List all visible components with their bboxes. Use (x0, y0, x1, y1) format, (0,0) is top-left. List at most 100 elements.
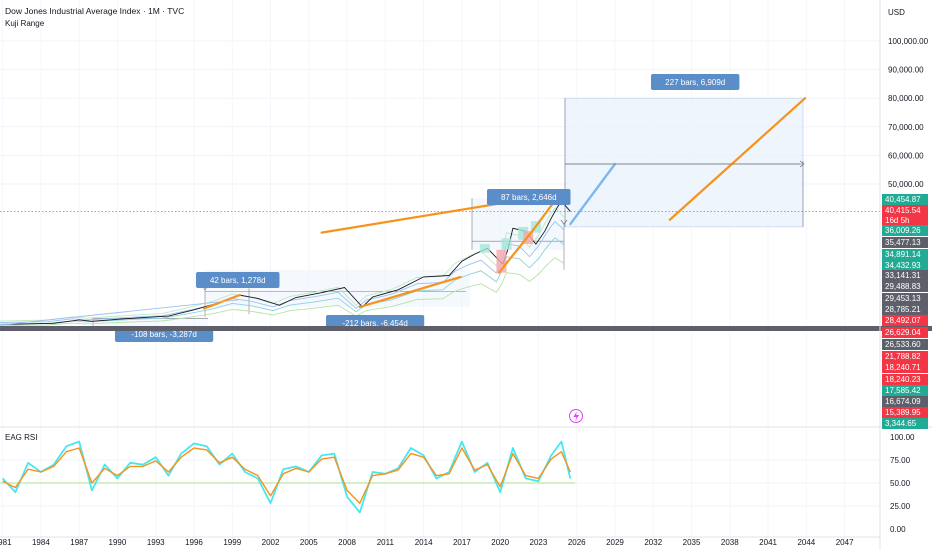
x-tick-label: 1993 (147, 538, 165, 547)
measure-label-bg (651, 74, 740, 90)
measure-label-bg (487, 189, 571, 205)
price-tag-bg (882, 225, 928, 236)
highlight-bar (479, 244, 490, 253)
blue-projection-line (569, 162, 617, 226)
rsi-signal-line (2, 447, 571, 504)
price-tag-bg (882, 418, 928, 429)
rsi-tick-label: 75.00 (890, 456, 911, 465)
currency-label[interactable]: USD (888, 8, 905, 17)
price-tag: 40,454.87 (885, 195, 921, 204)
measure-label: 87 bars, 2,646d (501, 193, 557, 202)
x-tick-label: 2041 (759, 538, 777, 547)
price-tag-bg (882, 293, 928, 304)
price-tag-bg (882, 374, 928, 385)
price-tag: 28,492.07 (885, 316, 921, 325)
x-tick-label: 2029 (606, 538, 624, 547)
price-tag-bg (882, 249, 928, 260)
x-tick-label: 2005 (300, 538, 318, 547)
price-tag: 33,141.31 (885, 271, 921, 280)
measure-label: 227 bars, 6,909d (665, 78, 725, 87)
arrow-head (799, 160, 805, 168)
price-tag-bg (882, 270, 928, 281)
x-tick-label: 2026 (568, 538, 586, 547)
base-trendline (0, 299, 239, 326)
price-tag-bg (882, 396, 928, 407)
measure-label: -108 bars, -3,287d (131, 330, 196, 339)
lightning-icon (573, 411, 579, 422)
price-tag: 34,432.93 (885, 261, 921, 270)
rsi-line (1, 440, 572, 514)
measure-label: -212 bars, -6,454d (342, 319, 407, 328)
pane-separator (0, 326, 932, 331)
y-tick-label: 70,000.00 (888, 123, 924, 132)
price-tag: 26,533.60 (885, 340, 921, 349)
rsi-tick-label: 0.00 (890, 525, 906, 534)
price-tag: 16,674.09 (885, 397, 921, 406)
x-tick-label: 1981 (0, 538, 12, 547)
y-tick-label: 90,000.00 (888, 66, 924, 75)
rsi-tick-label: 100.00 (890, 433, 915, 442)
orange-trendline (358, 275, 462, 309)
y-tick-label: 50,000.00 (888, 180, 924, 189)
x-tick-label: 1996 (185, 538, 203, 547)
y-tick-label: 100,000.00 (888, 37, 929, 46)
price-tag-bg (882, 194, 928, 205)
price-tag: 29,488.83 (885, 282, 921, 291)
x-tick-label: 2008 (338, 538, 356, 547)
price-line (2, 200, 571, 325)
rsi-tick-label: 50.00 (890, 479, 911, 488)
price-tag: 40,415.54 (885, 206, 921, 215)
price-tag-bg (882, 407, 928, 418)
orange-trendline (668, 97, 807, 221)
x-tick-label: 2014 (415, 538, 433, 547)
price-tag: 21,788.82 (885, 352, 921, 361)
price-tag: 18,240.23 (885, 375, 921, 384)
price-tag: 16d 5h (885, 216, 909, 225)
price-tag-bg (882, 315, 928, 326)
x-tick-label: 1990 (109, 538, 127, 547)
x-tick-label: 2044 (797, 538, 815, 547)
price-tag: 36,009.26 (885, 226, 921, 235)
highlight-bar (518, 226, 529, 240)
ma-band-line (0, 257, 565, 327)
x-tick-label: 1999 (223, 538, 241, 547)
price-tag: 3,344.65 (885, 419, 917, 428)
price-tag: 28,785.21 (885, 305, 921, 314)
orange-trendline (497, 228, 535, 274)
price-tag-bg (882, 304, 928, 315)
price-tag: 17,585.42 (885, 386, 921, 395)
price-tag-bg (882, 215, 928, 226)
measure-box-future (564, 97, 804, 228)
price-tag-bg (882, 327, 928, 338)
x-tick-label: 2047 (836, 538, 854, 547)
measure-label-bg (196, 272, 280, 288)
price-tag: 34,891.14 (885, 250, 921, 259)
x-tick-label: 2011 (377, 538, 395, 547)
ma-band-line (0, 220, 565, 323)
price-tag-bg (882, 281, 928, 292)
rsi-tick-label: 25.00 (890, 502, 911, 511)
x-tick-label: 2038 (721, 538, 739, 547)
price-tag-bg (882, 385, 928, 396)
price-tag-bg (882, 237, 928, 248)
measure-box-early (93, 316, 208, 327)
x-tick-label: 2023 (530, 538, 548, 547)
x-tick-label: 1987 (70, 538, 88, 547)
price-tag-bg (882, 339, 928, 350)
price-tag-bg (882, 205, 928, 216)
y-tick-label: 60,000.00 (888, 151, 924, 160)
price-tag: 18,240.71 (885, 363, 921, 372)
price-tag: 29,453.13 (885, 294, 921, 303)
measure-label: 42 bars, 1,278d (210, 276, 266, 285)
price-tag-bg (882, 351, 928, 362)
price-tag: 15,389.95 (885, 408, 921, 417)
y-tick-label: 80,000.00 (888, 94, 924, 103)
chart-title: Dow Jones Industrial Average Index · 1M … (5, 6, 185, 16)
highlight-bar (501, 238, 512, 250)
x-tick-label: 2002 (262, 538, 280, 547)
indicator-name: Kuji Range (5, 19, 45, 28)
x-tick-label: 2032 (644, 538, 662, 547)
highlight-bar (496, 249, 507, 273)
